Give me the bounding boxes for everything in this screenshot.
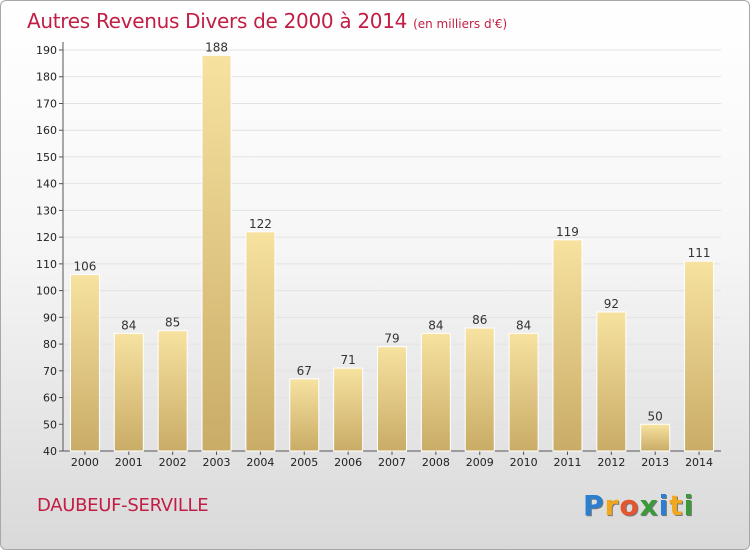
logo-letter: i <box>683 489 695 522</box>
bar-value-label: 106 <box>73 260 96 274</box>
x-tick-label: 2004 <box>246 456 274 469</box>
bar-value-label: 71 <box>340 353 355 367</box>
bar <box>684 260 715 452</box>
bar <box>201 54 232 452</box>
bar-value-label: 67 <box>297 364 312 378</box>
x-tick-label: 2014 <box>685 456 713 469</box>
y-tick-label: 60 <box>43 392 57 405</box>
bar <box>113 332 144 452</box>
bar <box>420 332 451 452</box>
logo-letter: P <box>583 489 605 522</box>
x-tick-label: 2010 <box>510 456 538 469</box>
bar-value-label: 86 <box>472 313 487 327</box>
x-tick-label: 2005 <box>290 456 318 469</box>
bar-value-label: 84 <box>516 318 531 332</box>
x-tick-label: 2009 <box>466 456 494 469</box>
logo-letter: x <box>639 489 659 522</box>
logo-letter: r <box>604 489 620 522</box>
y-tick-label: 80 <box>43 338 57 351</box>
bar-value-label: 188 <box>205 40 228 54</box>
x-tick-label: 2013 <box>641 456 669 469</box>
bar-value-label: 119 <box>556 225 579 239</box>
bar <box>69 274 100 452</box>
x-tick-label: 2011 <box>553 456 581 469</box>
commune-name: DAUBEUF-SERVILLE <box>37 495 209 516</box>
bar <box>464 327 495 452</box>
logo-letter: t <box>669 489 684 522</box>
bar <box>157 330 188 452</box>
y-tick-label: 170 <box>36 97 57 110</box>
y-tick-label: 180 <box>36 71 57 84</box>
y-tick-label: 100 <box>36 285 57 298</box>
y-tick-label: 110 <box>36 258 57 271</box>
bar <box>245 231 276 452</box>
y-tick-label: 160 <box>36 124 57 137</box>
x-tick-label: 2008 <box>422 456 450 469</box>
bar-value-label: 79 <box>384 332 399 346</box>
y-tick-label: 120 <box>36 231 57 244</box>
x-tick-label: 2007 <box>378 456 406 469</box>
bar <box>377 346 407 452</box>
bars <box>69 54 715 452</box>
x-tick-label: 2001 <box>115 456 143 469</box>
bar-value-label: 92 <box>604 297 619 311</box>
bar-value-label: 85 <box>165 316 180 330</box>
y-tick-label: 150 <box>36 151 57 164</box>
x-tick-label: 2000 <box>71 456 99 469</box>
bar <box>552 239 583 452</box>
x-tick-label: 2003 <box>203 456 231 469</box>
logo-letter: o <box>619 489 640 522</box>
bar <box>289 378 320 452</box>
bar <box>508 332 539 452</box>
x-tick-label: 2006 <box>334 456 362 469</box>
y-tick-label: 140 <box>36 178 57 191</box>
x-tick-label: 2012 <box>597 456 625 469</box>
labels: 40 50 60 70 80 90 100 110 120 130 140 150 160 170 180 1… <box>36 40 713 469</box>
y-tick-label: 70 <box>43 365 57 378</box>
bar <box>596 311 627 452</box>
y-tick-label: 40 <box>43 445 57 458</box>
bar-value-label: 122 <box>249 217 272 231</box>
y-tick-label: 90 <box>43 311 57 324</box>
bar <box>333 367 364 452</box>
chart-subtitle: (en milliers d'€) <box>413 17 508 31</box>
y-tick-label: 190 <box>36 44 57 57</box>
x-tick-label: 2002 <box>159 456 187 469</box>
logo-letter: i <box>658 489 670 522</box>
y-tick-label: 50 <box>43 418 57 431</box>
bar <box>640 423 671 452</box>
y-tick-label: 130 <box>36 204 57 217</box>
bar-value-label: 84 <box>121 318 136 332</box>
bar-value-label: 50 <box>648 409 663 423</box>
bar-value-label: 111 <box>688 246 711 260</box>
chart-title-block: Autres Revenus Divers de 2000 à 2014 (en … <box>27 9 507 33</box>
proxiti-logo: Proxiti <box>583 489 694 522</box>
bar-value-label: 84 <box>428 318 443 332</box>
chart-title: Autres Revenus Divers de 2000 à 2014 <box>27 9 408 33</box>
